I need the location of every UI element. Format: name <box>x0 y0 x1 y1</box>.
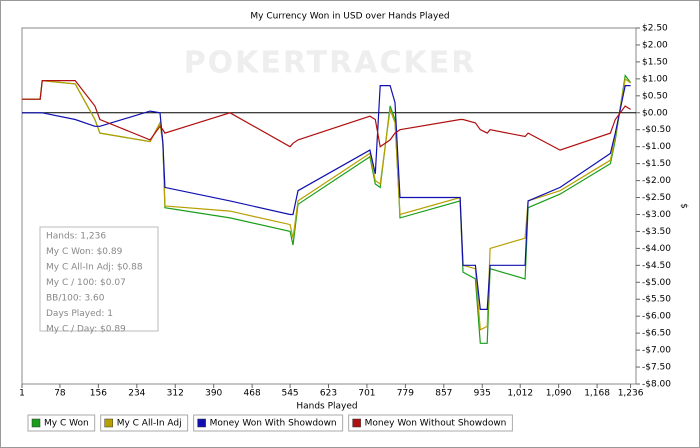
y-tick-label: -$3.50 <box>642 227 671 237</box>
legend-swatch <box>197 418 206 428</box>
x-tick-label: 935 <box>474 389 491 399</box>
legend-item <box>27 414 96 432</box>
stat-line: My C / Day: $0.89 <box>46 325 126 335</box>
x-tick-label: 234 <box>128 389 145 399</box>
y-tick-label: -$8.00 <box>642 380 671 390</box>
x-tick-label: 78 <box>54 389 66 399</box>
y-tick-label: -$0.50 <box>642 125 671 135</box>
watermark: POKERTRACKER <box>184 46 477 81</box>
stat-line: My C / 100: $0.07 <box>46 278 126 288</box>
y-tick-label: -$3.00 <box>642 210 671 220</box>
legend-item <box>348 414 513 432</box>
x-tick-label: 779 <box>397 389 414 399</box>
x-tick-label: 312 <box>167 389 184 399</box>
y-tick-label: $1.00 <box>642 74 668 84</box>
legend-swatch <box>352 418 361 428</box>
stats-box <box>39 226 159 332</box>
x-tick-label: 1 <box>19 389 25 399</box>
legend-label: Money Won Without Showdown <box>365 419 507 429</box>
y-axis-label: $ <box>679 203 689 209</box>
y-tick-label: -$7.50 <box>642 363 671 373</box>
y-tick-label: -$5.50 <box>642 295 671 305</box>
x-tick-label: 1,012 <box>507 389 533 399</box>
legend-swatch <box>31 418 41 428</box>
legend-label: My C All-In Adj <box>117 419 182 429</box>
x-axis-label: Hands Played <box>296 402 357 412</box>
x-tick-label: 1,236 <box>618 389 644 399</box>
chart-title: My Currency Won in USD over Hands Played <box>250 12 449 22</box>
y-tick-label: $2.50 <box>642 24 668 34</box>
y-tick-label: $1.50 <box>642 57 668 67</box>
y-tick-label: -$2.50 <box>642 193 671 203</box>
stat-line: Days Played: 1 <box>46 309 113 319</box>
y-tick-label: -$2.00 <box>642 176 671 186</box>
y-tick-label: -$4.00 <box>642 244 671 254</box>
x-tick-label: 156 <box>90 389 107 399</box>
x-tick-label: 545 <box>281 389 298 399</box>
legend-label: Money Won With Showdown <box>210 419 337 429</box>
y-tick-label: -$6.00 <box>642 312 671 322</box>
legend-item <box>193 414 344 432</box>
y-tick-label: $0.00 <box>642 108 668 118</box>
y-tick-label: $2.00 <box>642 40 668 50</box>
y-tick-label: -$1.50 <box>642 159 671 169</box>
y-tick-label: -$1.00 <box>642 142 671 152</box>
y-tick-label: $0.50 <box>642 91 668 101</box>
x-tick-label: 1,168 <box>584 389 610 399</box>
stat-line: My C All-In Adj: $0.88 <box>46 263 143 273</box>
y-tick-label: -$5.00 <box>642 278 671 288</box>
stat-line: Hands: 1,236 <box>46 232 106 242</box>
x-tick-label: 857 <box>435 389 452 399</box>
x-tick-label: 1,090 <box>546 389 572 399</box>
y-tick-label: -$7.00 <box>642 346 671 356</box>
stat-line: My C Won: $0.89 <box>46 247 123 257</box>
series-line <box>22 80 631 151</box>
legend-item <box>100 414 189 432</box>
legend-label: My C Won <box>44 419 89 429</box>
legend-swatch <box>104 418 113 428</box>
x-tick-label: 390 <box>205 389 222 399</box>
x-tick-label: 701 <box>358 389 375 399</box>
x-tick-label: 468 <box>244 389 261 399</box>
stat-line: BB/100: 3.60 <box>46 294 105 304</box>
x-tick-label: 623 <box>320 389 337 399</box>
y-tick-label: -$4.50 <box>642 261 671 271</box>
y-tick-label: -$6.50 <box>642 329 671 339</box>
series-line <box>22 85 631 310</box>
